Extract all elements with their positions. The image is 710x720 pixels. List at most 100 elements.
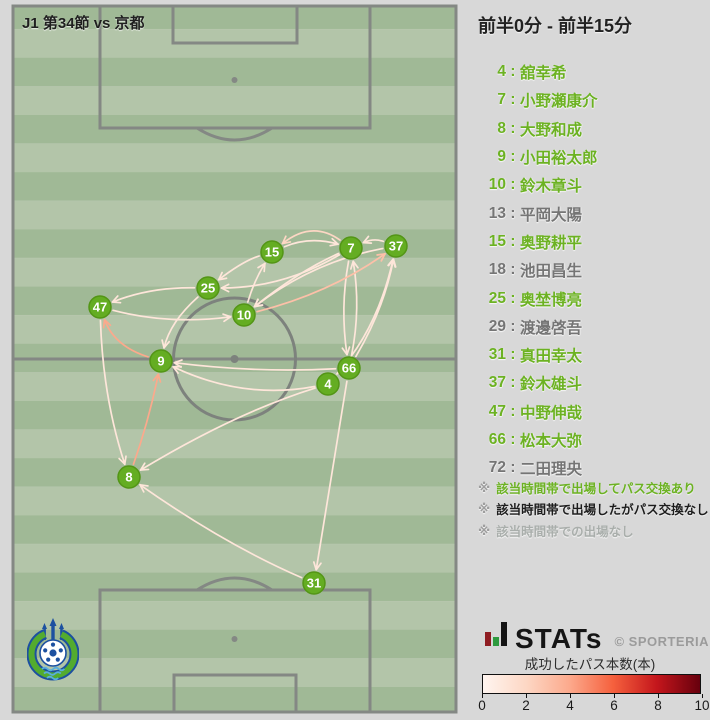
player-row: 10: 鈴木章斗 <box>478 171 704 199</box>
pass-arrow <box>246 262 266 303</box>
waves-icon <box>41 666 66 681</box>
player-name: 奥野耕平 <box>520 234 583 252</box>
pass-arrows <box>99 230 397 579</box>
player-row: 31: 真田幸太 <box>478 341 704 369</box>
player-number: 31 <box>488 346 506 364</box>
player-number: 25 <box>488 289 506 307</box>
player-colon: : <box>510 402 516 420</box>
player-node-number: 4 <box>324 377 332 392</box>
player-name: 松本大弥 <box>520 433 583 450</box>
player-node: 10 <box>232 303 256 327</box>
player-row: 29: 渡邊啓吾 <box>478 313 704 341</box>
player-colon: : <box>510 261 516 279</box>
player-number: 4 <box>497 63 506 81</box>
colorbar-ticks: 0 2 4 6 8 10 <box>478 694 710 716</box>
colorbar-tick-label: 4 <box>566 698 574 713</box>
pass-arrow <box>312 380 348 571</box>
time-range-heading: 前半0分 - 前半15分 <box>478 16 633 36</box>
player-number: 10 <box>488 176 506 194</box>
pass-arrow <box>253 247 384 308</box>
pass-arrow <box>217 255 260 281</box>
pass-arrow <box>281 230 341 245</box>
pass-arrow <box>362 235 385 244</box>
player-number: 8 <box>497 119 506 137</box>
player-name: 二田理央 <box>520 461 583 479</box>
pass-arrow <box>112 309 232 323</box>
player-colon: : <box>510 204 516 222</box>
player-node: 47 <box>88 295 112 319</box>
player-row: 4: 舘幸希 <box>478 58 704 86</box>
pass-arrow <box>102 318 149 358</box>
player-node-number: 37 <box>389 239 403 254</box>
legend-marker: ※ <box>478 481 491 496</box>
player-row: 13: 平岡大陽 <box>478 199 704 227</box>
colorbar-tick-mark <box>657 694 659 698</box>
player-name: 池田昌生 <box>520 263 583 281</box>
soccer-ball-icon <box>43 642 63 662</box>
player-number: 72 <box>488 459 506 477</box>
legend-marker: ※ <box>478 502 491 517</box>
player-node: 66 <box>337 356 361 380</box>
bar-chart-icon <box>484 621 508 652</box>
player-colon: : <box>510 176 516 194</box>
player-row: 8: 大野和成 <box>478 115 704 143</box>
player-number: 9 <box>497 148 506 166</box>
player-row: 15: 奥野耕平 <box>478 228 704 256</box>
player-node: 15 <box>260 240 284 264</box>
pass-arrow <box>220 253 341 293</box>
player-number: 66 <box>488 431 506 448</box>
player-number: 7 <box>497 91 506 109</box>
club-logo <box>26 616 80 684</box>
player-colon: : <box>510 459 516 477</box>
player-row: 66: 松本大弥 <box>478 426 704 454</box>
pass-arrow <box>111 286 196 304</box>
player-node-number: 31 <box>307 576 321 591</box>
player-number: 29 <box>488 317 506 335</box>
player-colon: : <box>510 119 516 137</box>
pass-arrow <box>172 365 316 392</box>
colorbar-tick-label: 2 <box>522 698 530 713</box>
player-number: 47 <box>488 402 506 420</box>
player-number: 18 <box>488 261 506 279</box>
player-name: 舘幸希 <box>520 65 567 83</box>
copyright-text: © SPORTERIA <box>614 634 709 649</box>
player-node: 37 <box>384 234 408 258</box>
player-colon: : <box>510 346 516 364</box>
pitch-markings <box>11 4 458 714</box>
match-title: J1 第34節 vs 京都 <box>22 15 145 32</box>
colorbar-tick-mark <box>613 694 615 698</box>
legend-row: ※ 該当時間帯での出場なし <box>478 520 708 541</box>
player-node-number: 9 <box>157 354 164 369</box>
player-colon: : <box>510 91 516 109</box>
player-node-number: 66 <box>342 361 356 376</box>
player-node: 25 <box>196 276 220 300</box>
stats-logo-text: STATs <box>515 623 603 654</box>
colorbar-tick-label: 8 <box>654 698 662 713</box>
player-row: 47: 中野伸哉 <box>478 398 704 426</box>
player-node: 8 <box>117 465 141 489</box>
player-node: 31 <box>302 571 326 595</box>
pass-arrow <box>256 252 386 313</box>
player-colon: : <box>510 374 516 392</box>
legend-row: ※ 該当時間帯で出場してパス交換あり <box>478 477 708 498</box>
colorbar-label: 成功したパス本数(本) <box>524 657 656 672</box>
legend-marker: ※ <box>478 523 491 538</box>
colorbar-tick-label: 0 <box>478 698 486 713</box>
pass-arrow <box>139 483 303 579</box>
player-name: 渡邊啓吾 <box>520 319 583 337</box>
player-name: 小野瀬康介 <box>520 93 598 111</box>
legend-text: 該当時間帯での出場なし <box>496 524 634 539</box>
player-node-number: 15 <box>265 245 279 260</box>
player-node-number: 7 <box>347 241 354 256</box>
player-name: 鈴木章斗 <box>520 178 583 196</box>
player-row: 37: 鈴木雄斗 <box>478 369 704 397</box>
player-name: 大野和成 <box>520 121 583 139</box>
player-row: 7: 小野瀬康介 <box>478 86 704 114</box>
pass-arrow <box>161 296 199 349</box>
player-number: 15 <box>488 232 506 250</box>
player-colon: : <box>510 431 516 448</box>
colorbar-tick-mark <box>569 694 571 698</box>
player-row: 72: 二田理央 <box>478 454 704 482</box>
